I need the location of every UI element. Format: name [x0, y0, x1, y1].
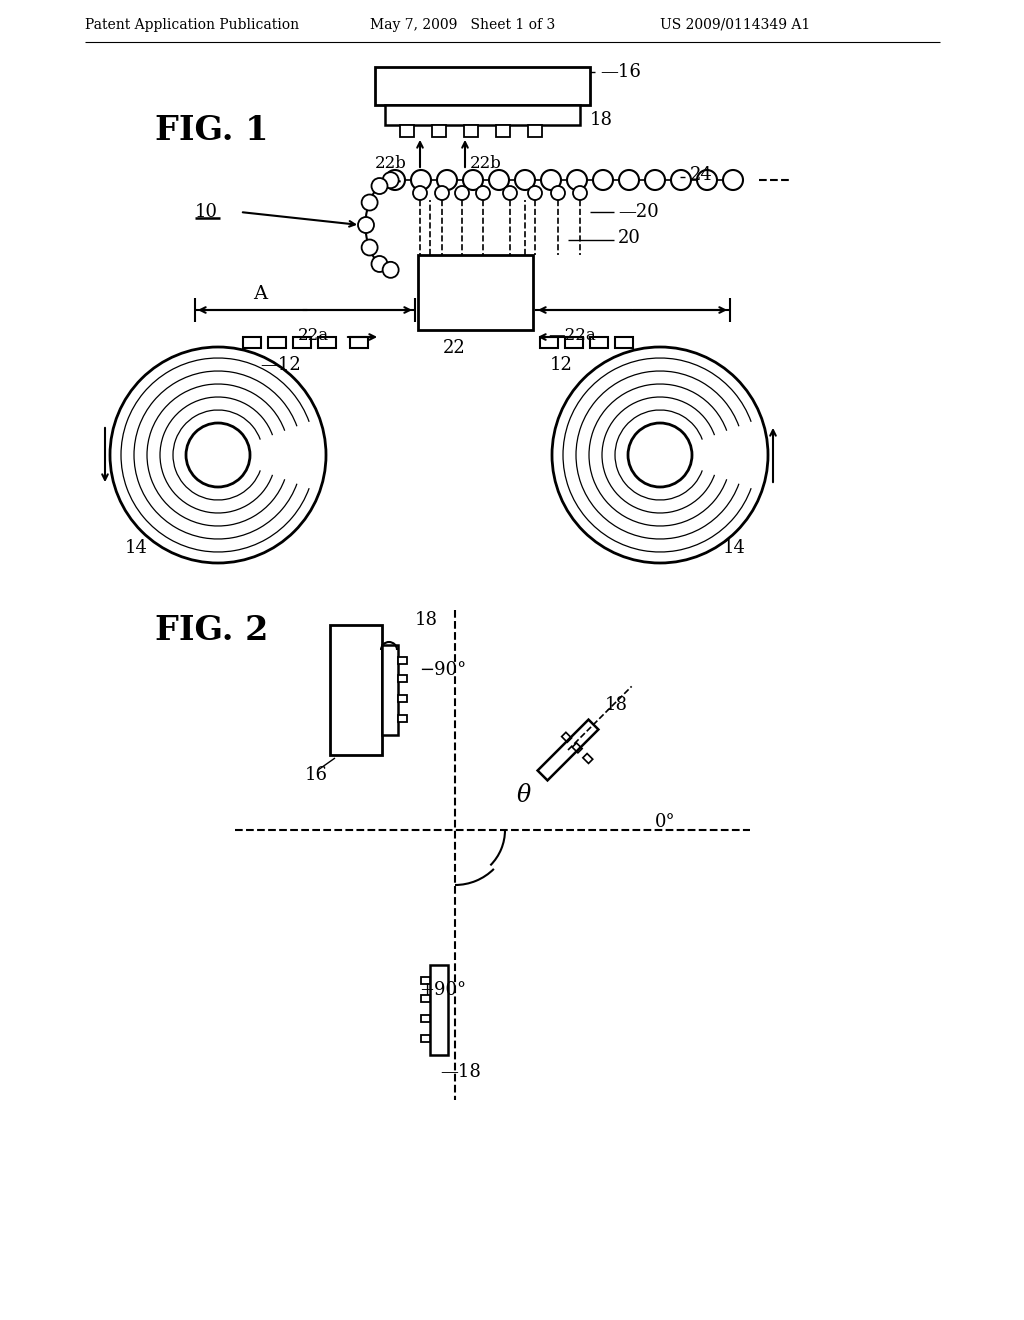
Circle shape [645, 170, 665, 190]
Circle shape [372, 178, 387, 194]
Text: 14: 14 [723, 539, 745, 557]
Circle shape [372, 256, 387, 272]
Circle shape [413, 186, 427, 201]
Circle shape [528, 186, 542, 201]
Circle shape [361, 239, 378, 256]
Text: 12: 12 [550, 356, 572, 374]
Circle shape [463, 170, 483, 190]
Text: May 7, 2009   Sheet 1 of 3: May 7, 2009 Sheet 1 of 3 [370, 18, 555, 32]
Circle shape [383, 261, 398, 277]
Bar [615, 337, 633, 348]
Circle shape [455, 186, 469, 201]
Circle shape [383, 172, 398, 189]
Text: 22a: 22a [298, 326, 329, 343]
Bar [318, 337, 336, 348]
Bar [421, 995, 430, 1002]
Circle shape [697, 170, 717, 190]
Circle shape [503, 186, 517, 201]
Circle shape [593, 170, 613, 190]
Bar [243, 337, 261, 348]
Circle shape [573, 186, 587, 201]
Bar [398, 696, 407, 702]
Text: +90°: +90° [420, 981, 467, 999]
Bar [464, 125, 478, 137]
Bar [528, 125, 542, 137]
Bar [382, 645, 398, 735]
Text: 18: 18 [605, 696, 628, 714]
Text: 14: 14 [125, 539, 147, 557]
Text: FIG. 1: FIG. 1 [155, 114, 268, 147]
Bar [398, 675, 407, 682]
Circle shape [411, 170, 431, 190]
Bar [421, 1015, 430, 1022]
Text: 0°: 0° [655, 813, 676, 832]
Circle shape [552, 347, 768, 564]
Circle shape [476, 186, 490, 201]
Bar [418, 255, 534, 330]
Bar [375, 67, 590, 106]
Circle shape [567, 170, 587, 190]
Circle shape [358, 216, 374, 234]
Bar [421, 977, 430, 983]
Text: −90°: −90° [420, 661, 467, 678]
Text: 22: 22 [443, 339, 466, 356]
Circle shape [361, 194, 378, 210]
Circle shape [489, 170, 509, 190]
Bar [293, 337, 311, 348]
Circle shape [541, 170, 561, 190]
Bar [330, 624, 382, 755]
Text: 24: 24 [690, 166, 713, 183]
Circle shape [618, 170, 639, 190]
Text: 10: 10 [195, 203, 218, 220]
Bar [432, 125, 446, 137]
Bar [400, 125, 414, 137]
Text: Patent Application Publication: Patent Application Publication [85, 18, 299, 32]
Text: —16: —16 [600, 63, 641, 81]
Bar [350, 337, 368, 348]
Circle shape [437, 170, 457, 190]
Circle shape [385, 170, 406, 190]
Bar [268, 337, 286, 348]
Text: US 2009/0114349 A1: US 2009/0114349 A1 [660, 18, 810, 32]
Circle shape [551, 186, 565, 201]
Text: 18: 18 [415, 611, 438, 630]
Bar [496, 125, 510, 137]
Text: 16: 16 [305, 766, 328, 784]
Text: θ: θ [517, 784, 531, 807]
Text: 22b: 22b [470, 154, 502, 172]
Text: 20: 20 [618, 228, 641, 247]
Circle shape [628, 422, 692, 487]
Text: —22a: —22a [548, 326, 596, 343]
Circle shape [515, 170, 535, 190]
Circle shape [723, 170, 743, 190]
Text: —12: —12 [260, 356, 301, 374]
Circle shape [671, 170, 691, 190]
Circle shape [110, 347, 326, 564]
Text: —18: —18 [440, 1063, 481, 1081]
Bar [590, 337, 608, 348]
Text: 22b: 22b [375, 154, 407, 172]
Bar [421, 1035, 430, 1041]
Circle shape [186, 422, 250, 487]
Bar [430, 965, 449, 1055]
Circle shape [435, 186, 449, 201]
Bar [398, 657, 407, 664]
Text: A: A [253, 285, 267, 304]
Bar [565, 337, 583, 348]
Text: —20: —20 [618, 203, 658, 220]
Text: FIG. 2: FIG. 2 [155, 614, 268, 647]
Bar [385, 106, 580, 125]
Bar [540, 337, 558, 348]
Text: 18: 18 [590, 111, 613, 129]
Bar [398, 715, 407, 722]
